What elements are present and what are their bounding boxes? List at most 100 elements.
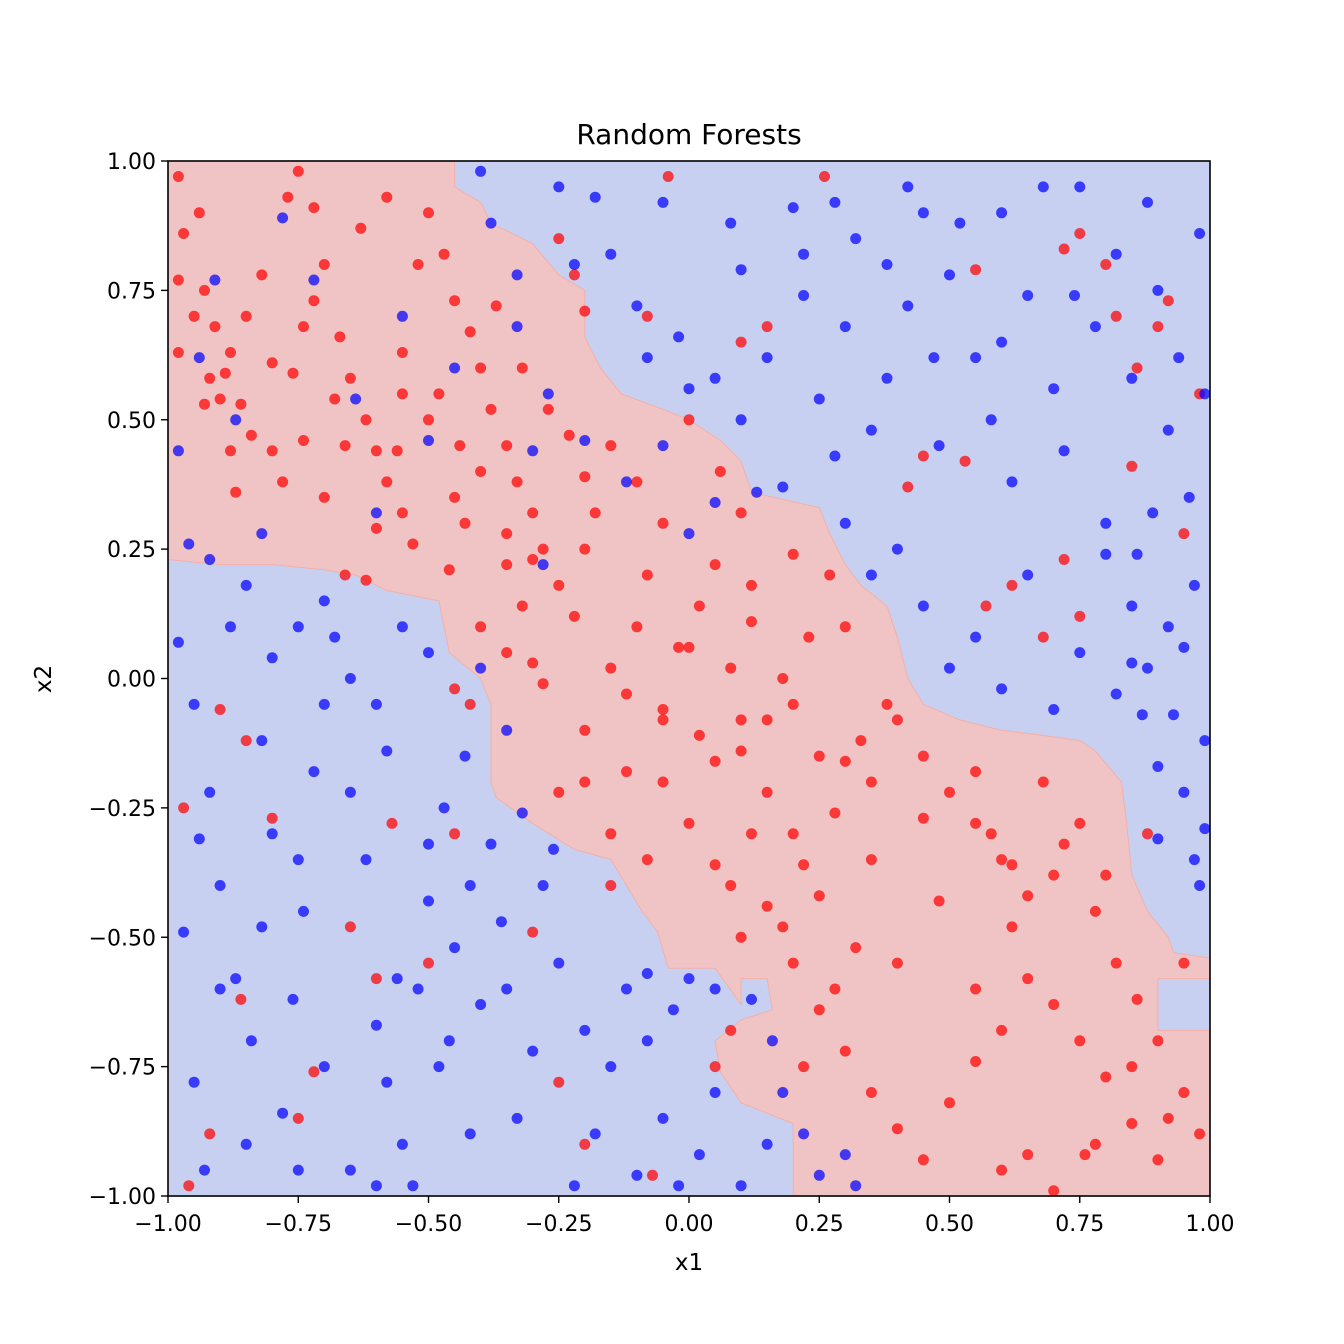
point-blue	[527, 1045, 539, 1057]
point-red	[693, 600, 705, 612]
point-blue	[865, 424, 877, 436]
point-blue	[735, 414, 747, 426]
point-red	[813, 1004, 825, 1016]
point-red	[449, 491, 461, 503]
point-blue	[443, 1035, 455, 1047]
point-blue	[657, 1112, 669, 1124]
point-red	[1178, 528, 1190, 540]
point-red	[355, 222, 367, 234]
point-red	[433, 388, 445, 400]
x-tick-label: 1.00	[1186, 1212, 1235, 1237]
point-red	[318, 259, 330, 270]
point-blue	[511, 321, 523, 333]
point-red	[735, 931, 747, 943]
point-red	[657, 776, 669, 788]
point-blue	[735, 1180, 747, 1192]
point-red	[1079, 1149, 1091, 1161]
x-tick-label: −0.75	[265, 1212, 332, 1237]
point-blue	[537, 880, 549, 891]
point-blue	[516, 807, 528, 819]
point-red	[1089, 905, 1101, 917]
point-blue	[777, 481, 789, 493]
point-red	[839, 1045, 851, 1057]
point-red	[412, 259, 424, 270]
point-red	[996, 1164, 1008, 1176]
point-blue	[292, 621, 304, 633]
point-blue	[225, 621, 236, 633]
point-red	[282, 191, 294, 203]
point-blue	[1199, 823, 1211, 835]
point-red	[501, 647, 513, 659]
point-red	[683, 414, 695, 426]
point-red	[787, 548, 799, 560]
point-red	[511, 476, 523, 488]
point-red	[865, 1087, 877, 1098]
point-red	[787, 698, 799, 710]
point-red	[725, 1024, 737, 1036]
point-red	[709, 755, 721, 767]
point-red	[1022, 890, 1034, 902]
point-red	[662, 171, 674, 182]
point-blue	[673, 331, 685, 343]
point-blue	[370, 1019, 382, 1031]
point-blue	[381, 745, 393, 757]
point-red	[641, 310, 653, 322]
point-red	[881, 698, 893, 710]
point-blue	[553, 957, 565, 969]
point-red	[1152, 1154, 1164, 1166]
point-blue	[944, 269, 955, 281]
point-red	[621, 688, 632, 700]
point-blue	[370, 1180, 382, 1192]
point-red	[407, 538, 419, 550]
point-red	[563, 429, 575, 441]
point-red	[230, 486, 242, 498]
point-red	[1006, 859, 1018, 871]
point-blue	[996, 207, 1008, 219]
point-red	[1074, 228, 1086, 239]
point-red	[209, 321, 221, 333]
point-blue	[1199, 735, 1211, 747]
point-blue	[1037, 181, 1049, 193]
point-red	[1058, 554, 1070, 565]
point-blue	[172, 636, 184, 648]
point-blue	[579, 1024, 591, 1036]
point-red	[693, 729, 705, 741]
point-blue	[256, 921, 268, 933]
point-blue	[673, 1180, 685, 1192]
point-blue	[766, 1035, 778, 1047]
point-red	[1058, 838, 1070, 850]
point-blue	[277, 1107, 289, 1119]
point-red	[725, 880, 737, 891]
point-red	[970, 766, 982, 778]
point-red	[423, 207, 434, 219]
point-red	[1178, 957, 1190, 969]
point-blue	[709, 372, 721, 384]
point-red	[891, 957, 903, 969]
point-blue	[329, 631, 341, 643]
point-red	[657, 714, 669, 726]
point-blue	[292, 854, 304, 866]
point-red	[204, 1128, 216, 1140]
point-red	[917, 750, 929, 762]
point-blue	[423, 647, 434, 659]
point-blue	[641, 968, 653, 979]
point-blue	[396, 310, 408, 322]
point-blue	[735, 264, 747, 276]
point-blue	[548, 843, 559, 855]
point-red	[1126, 1118, 1138, 1129]
point-blue	[850, 233, 862, 245]
point-red	[725, 662, 737, 674]
point-blue	[1199, 388, 1211, 400]
point-red	[683, 641, 695, 653]
point-red	[568, 610, 580, 622]
point-red	[475, 466, 487, 477]
point-red	[277, 476, 289, 488]
point-red	[438, 248, 450, 260]
point-red	[787, 957, 799, 969]
point-blue	[1147, 507, 1159, 519]
point-red	[386, 817, 398, 829]
point-red	[396, 507, 408, 519]
point-red	[579, 776, 591, 788]
point-red	[449, 295, 461, 307]
point-blue	[970, 352, 982, 364]
